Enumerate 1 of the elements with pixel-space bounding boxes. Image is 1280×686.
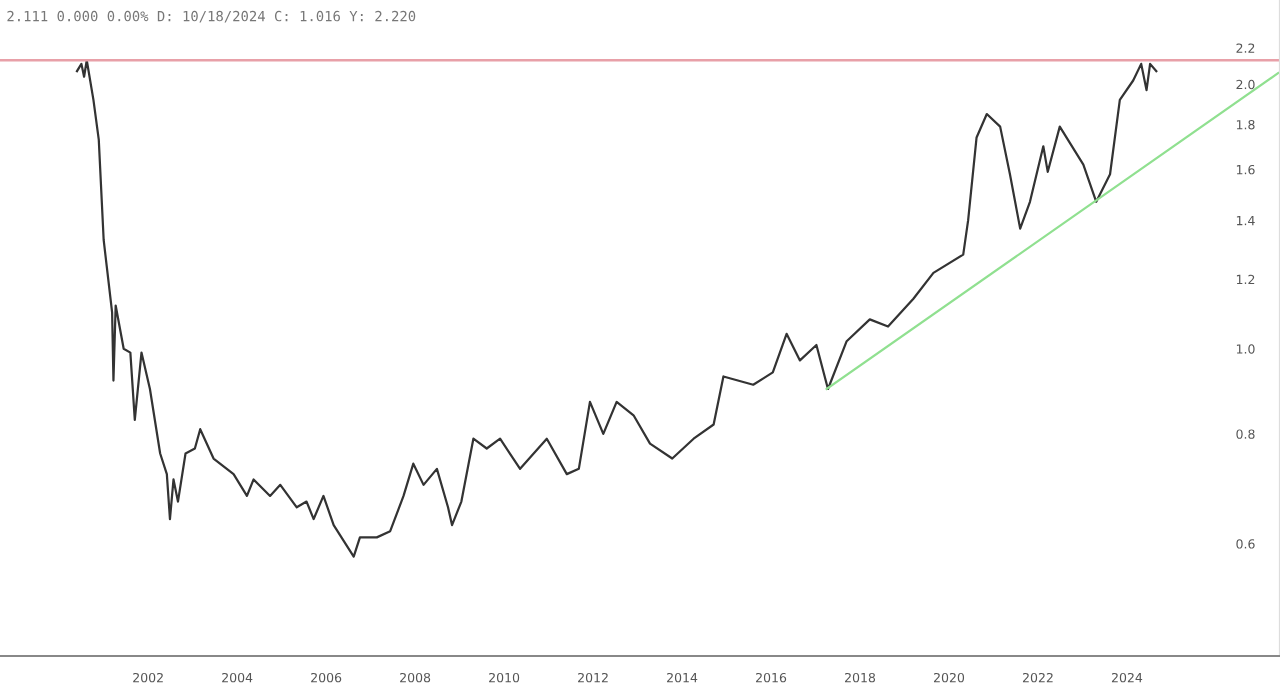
- line-series: [75, 59, 1158, 558]
